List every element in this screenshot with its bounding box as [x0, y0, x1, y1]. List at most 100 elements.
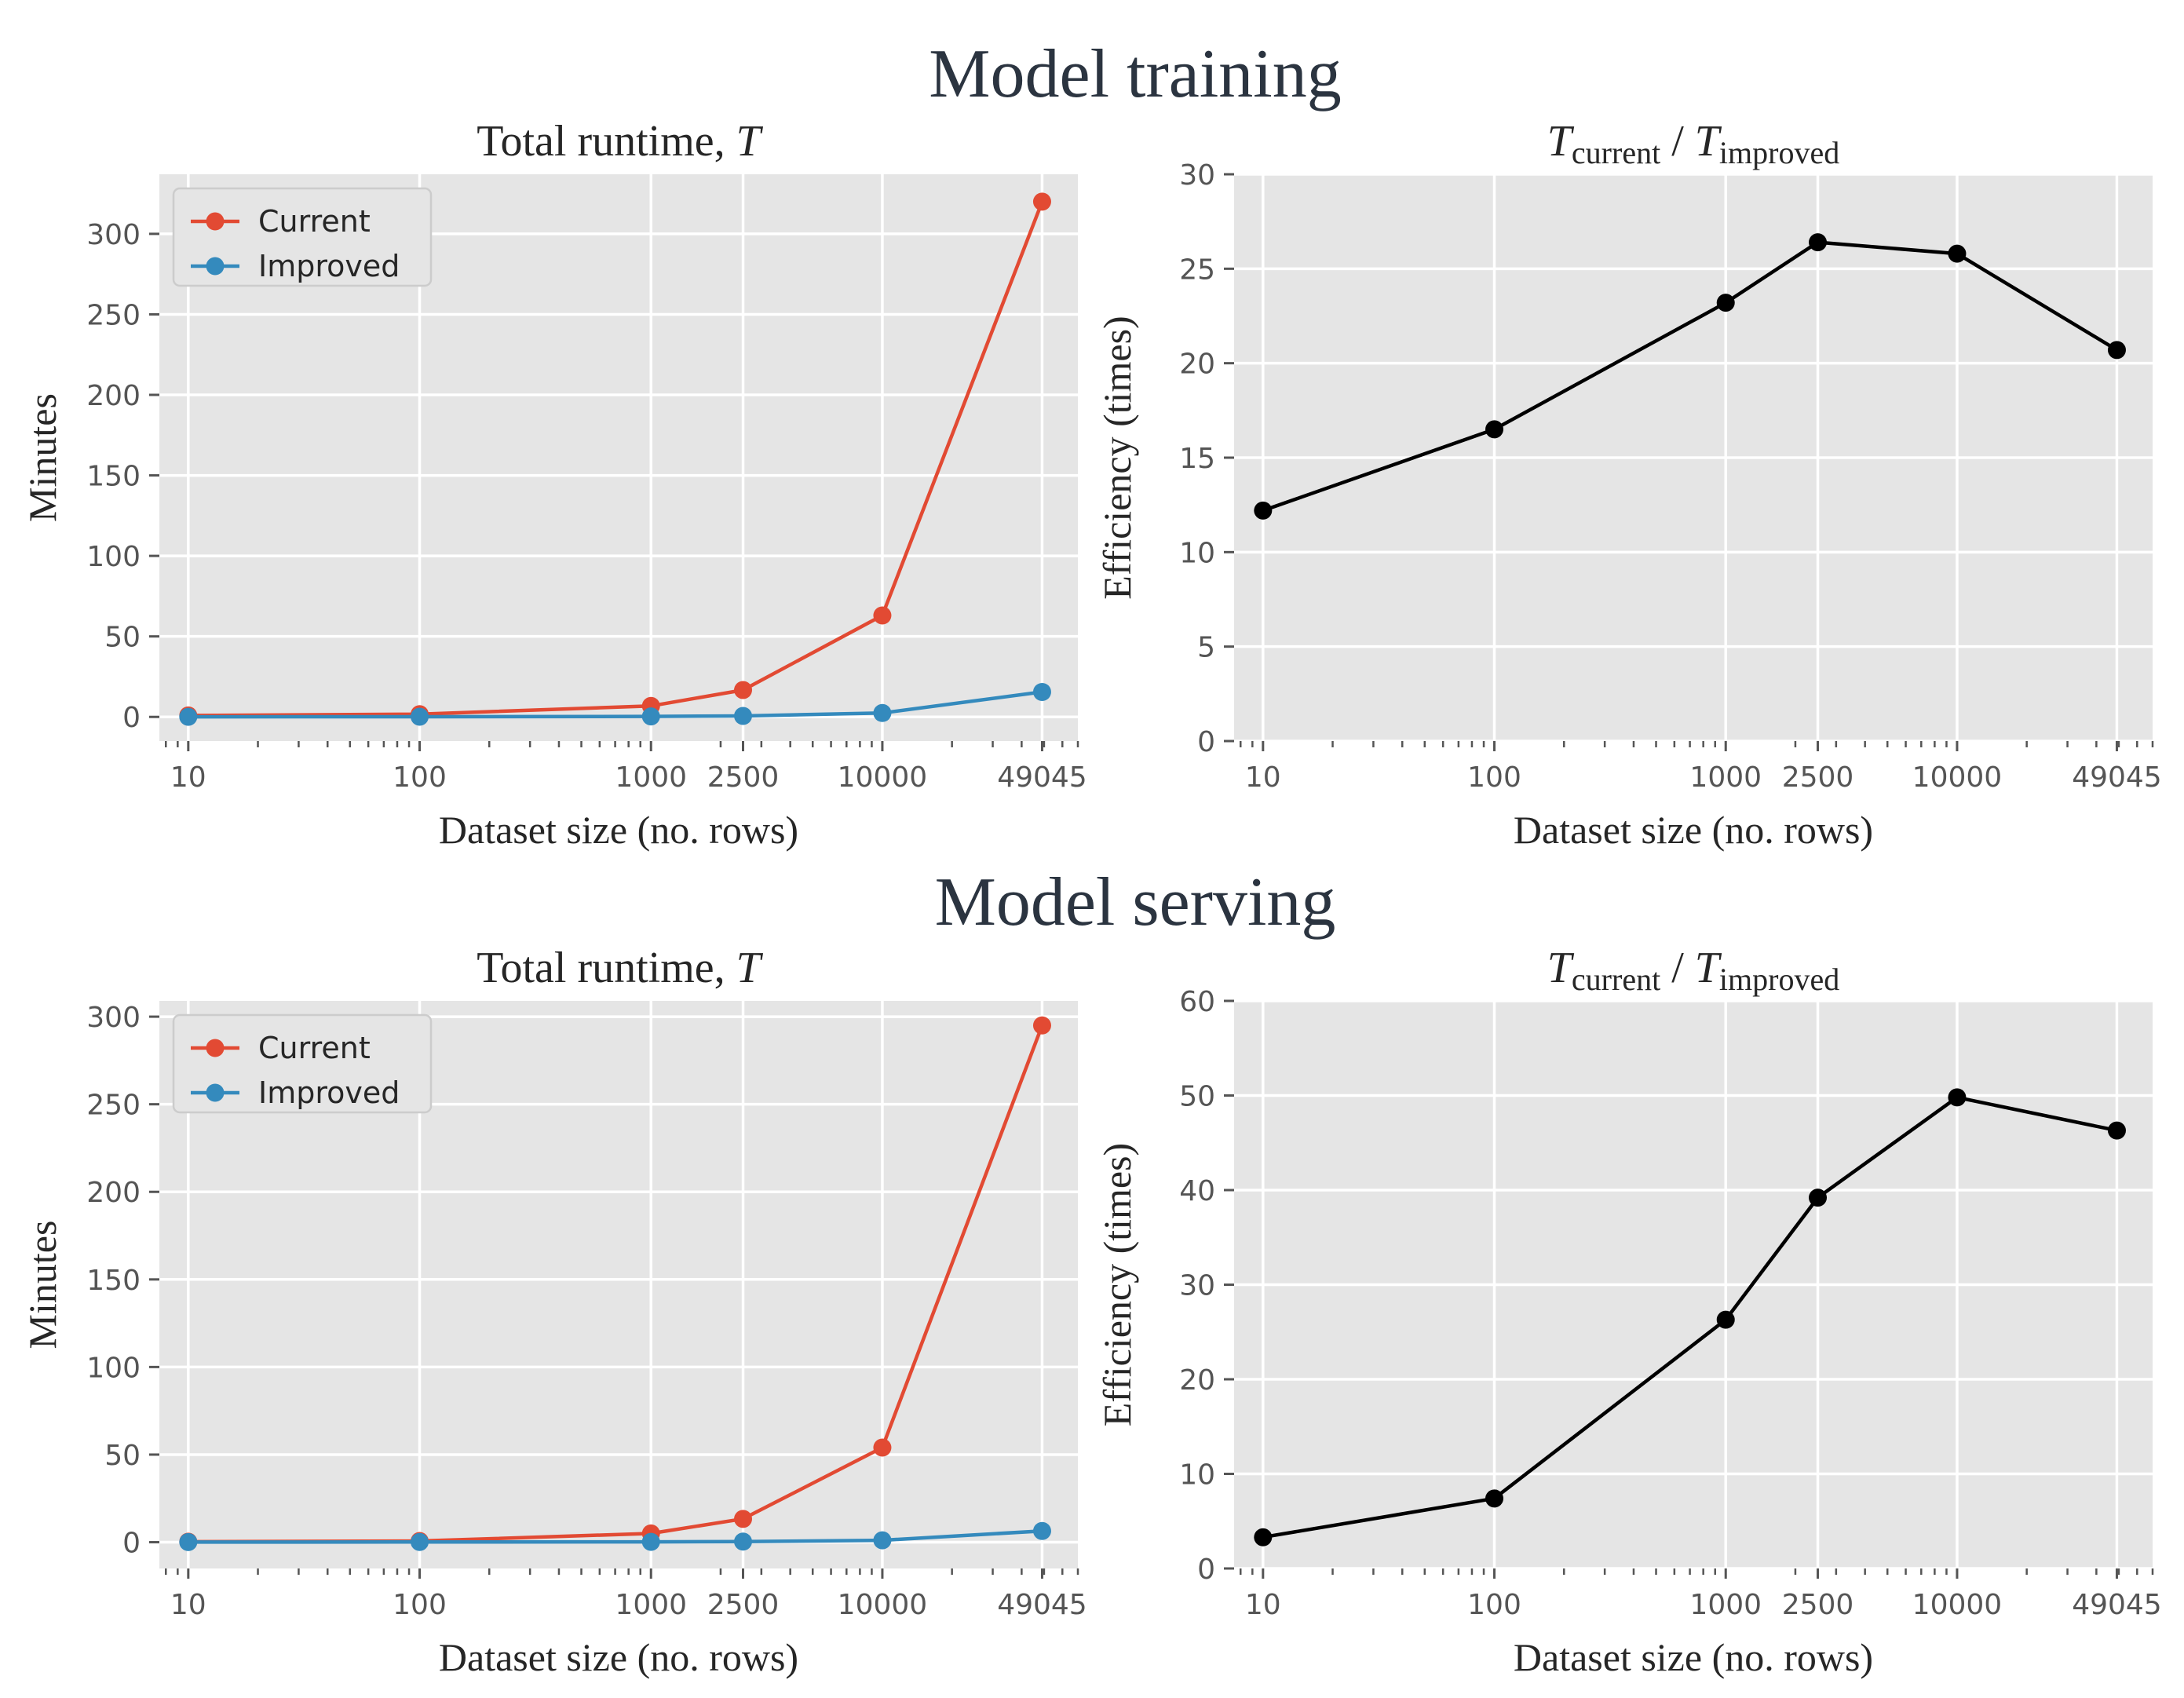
legend: Current Improved [172, 187, 433, 287]
y-tick-label: 15 [1179, 443, 1215, 475]
series-improved [179, 682, 1051, 726]
data-point [873, 1438, 892, 1457]
data-point [179, 707, 198, 726]
data-point [734, 707, 753, 725]
series-line [1262, 1095, 2117, 1539]
y-tick-label: 150 [86, 461, 141, 493]
data-point [179, 1532, 198, 1551]
x-tick-label: 100 [393, 761, 447, 794]
legend-box [172, 187, 433, 287]
gridlines [159, 174, 1078, 741]
panel-4: 10 100 1000 2500 10000 49045 0 10 20 30 40 50 60 Tcur… [1095, 944, 2162, 1679]
data-point [1032, 1521, 1051, 1540]
x-tick-label: 100 [393, 1589, 447, 1621]
x-axis-label: Dataset size (no. rows) [439, 808, 798, 852]
y-tick-label: 250 [86, 299, 141, 331]
y-tick-label: 60 [1179, 986, 1215, 1018]
x-tick-label: 10 [1245, 761, 1281, 794]
y-tick-label: 20 [1179, 349, 1215, 381]
y-tick-label: 50 [104, 1440, 141, 1472]
y-tick-label: 30 [1179, 1270, 1215, 1302]
y-tick-label: 20 [1179, 1364, 1215, 1397]
data-point [411, 707, 429, 726]
legend-entry: Current [258, 204, 371, 239]
x-tick-label: 10000 [838, 1589, 928, 1621]
y-tick-label: 100 [86, 541, 141, 573]
section-title-training: Model training [929, 36, 1341, 112]
x-axis-label: Dataset size (no. rows) [439, 1635, 798, 1679]
y-tick-label: 50 [1179, 1081, 1215, 1113]
x-tick-label: 100 [1467, 761, 1521, 794]
series-improved [179, 1521, 1051, 1551]
x-tick-labels: 10 100 1000 2500 10000 49045 [1245, 741, 2162, 794]
y-tick-label: 10 [1179, 537, 1215, 569]
y-tick-label: 300 [86, 1002, 141, 1034]
axes-title: Tcurrent / Timproved [1547, 944, 1839, 997]
x-tick-label: 10000 [1912, 1589, 2003, 1621]
data-point [1485, 420, 1504, 439]
data-point [1716, 294, 1735, 312]
y-tick-label: 200 [86, 380, 141, 412]
legend-marker [206, 1083, 225, 1102]
legend-marker [206, 212, 225, 231]
data-point [1716, 1310, 1735, 1329]
legend-marker [206, 1039, 225, 1057]
y-axis-label: Minutes [20, 393, 64, 522]
y-axis-label: Efficiency (times) [1095, 316, 1139, 599]
data-point [1485, 1489, 1504, 1508]
section-title-serving: Model serving [935, 864, 1336, 940]
x-tick-label: 10 [170, 761, 206, 794]
x-tick-label: 1000 [615, 1589, 687, 1621]
data-point [1809, 233, 1828, 252]
series-line [188, 690, 1043, 719]
x-tick-label: 100 [1467, 1589, 1521, 1621]
axes-title: Total runtime, T [477, 944, 763, 992]
x-tick-label: 2500 [707, 761, 780, 794]
gridlines [1234, 173, 2153, 743]
x-tick-label: 2500 [1782, 1589, 1854, 1621]
data-point [873, 606, 892, 625]
data-point [734, 1510, 753, 1528]
x-tick-label: 2500 [707, 1589, 780, 1621]
x-tick-label: 10000 [838, 761, 928, 794]
data-point [641, 707, 660, 726]
y-tick-label: 0 [122, 702, 141, 734]
data-point [734, 1532, 753, 1551]
y-tick-labels: 0 10 20 30 40 50 60 [1179, 986, 1234, 1586]
data-point [1948, 1088, 1967, 1107]
data-point [2107, 1121, 2126, 1140]
y-tick-label: 40 [1179, 1175, 1215, 1207]
y-tick-label: 300 [86, 219, 141, 251]
legend-marker [206, 257, 225, 276]
axes-title: Tcurrent / Timproved [1547, 117, 1839, 170]
legend-entry: Current [258, 1031, 371, 1065]
x-minor-ticks [1240, 741, 2154, 747]
x-tick-label: 1000 [615, 761, 687, 794]
y-tick-label: 0 [122, 1528, 141, 1560]
x-tick-label: 49045 [2072, 761, 2162, 794]
series-line [188, 1528, 1043, 1544]
x-tick-label: 10000 [1912, 761, 2003, 794]
x-tick-label: 10 [170, 1589, 206, 1621]
data-point [873, 1531, 892, 1550]
y-tick-labels: 0 5 10 15 20 25 30 [1179, 159, 1234, 758]
y-tick-label: 150 [86, 1265, 141, 1297]
x-tick-label: 10 [1245, 1589, 1281, 1621]
x-tick-label: 1000 [1689, 1589, 1762, 1621]
y-tick-labels: 0 50 100 150 200 250 300 [86, 219, 159, 734]
data-point [411, 1532, 429, 1551]
y-tick-label: 0 [1197, 726, 1215, 758]
y-tick-label: 10 [1179, 1459, 1215, 1492]
x-minor-ticks [165, 741, 1079, 747]
charts-container: 10 100 1000 2500 10000 4904505010015020025030… [20, 117, 2162, 1679]
panel-2: 10 100 1000 2500 10000 49045 0 5 10 15 20 25 30 Tcurr… [1095, 117, 2162, 852]
data-point [641, 1532, 660, 1551]
data-point [1809, 1189, 1828, 1207]
series-efficiency [1254, 233, 2126, 520]
x-axis-label: Dataset size (no. rows) [1514, 808, 1873, 852]
axes-title: Total runtime, T [477, 117, 763, 166]
x-tick-label: 49045 [997, 761, 1087, 794]
legend-box [172, 1013, 433, 1114]
x-tick-label: 2500 [1782, 761, 1854, 794]
